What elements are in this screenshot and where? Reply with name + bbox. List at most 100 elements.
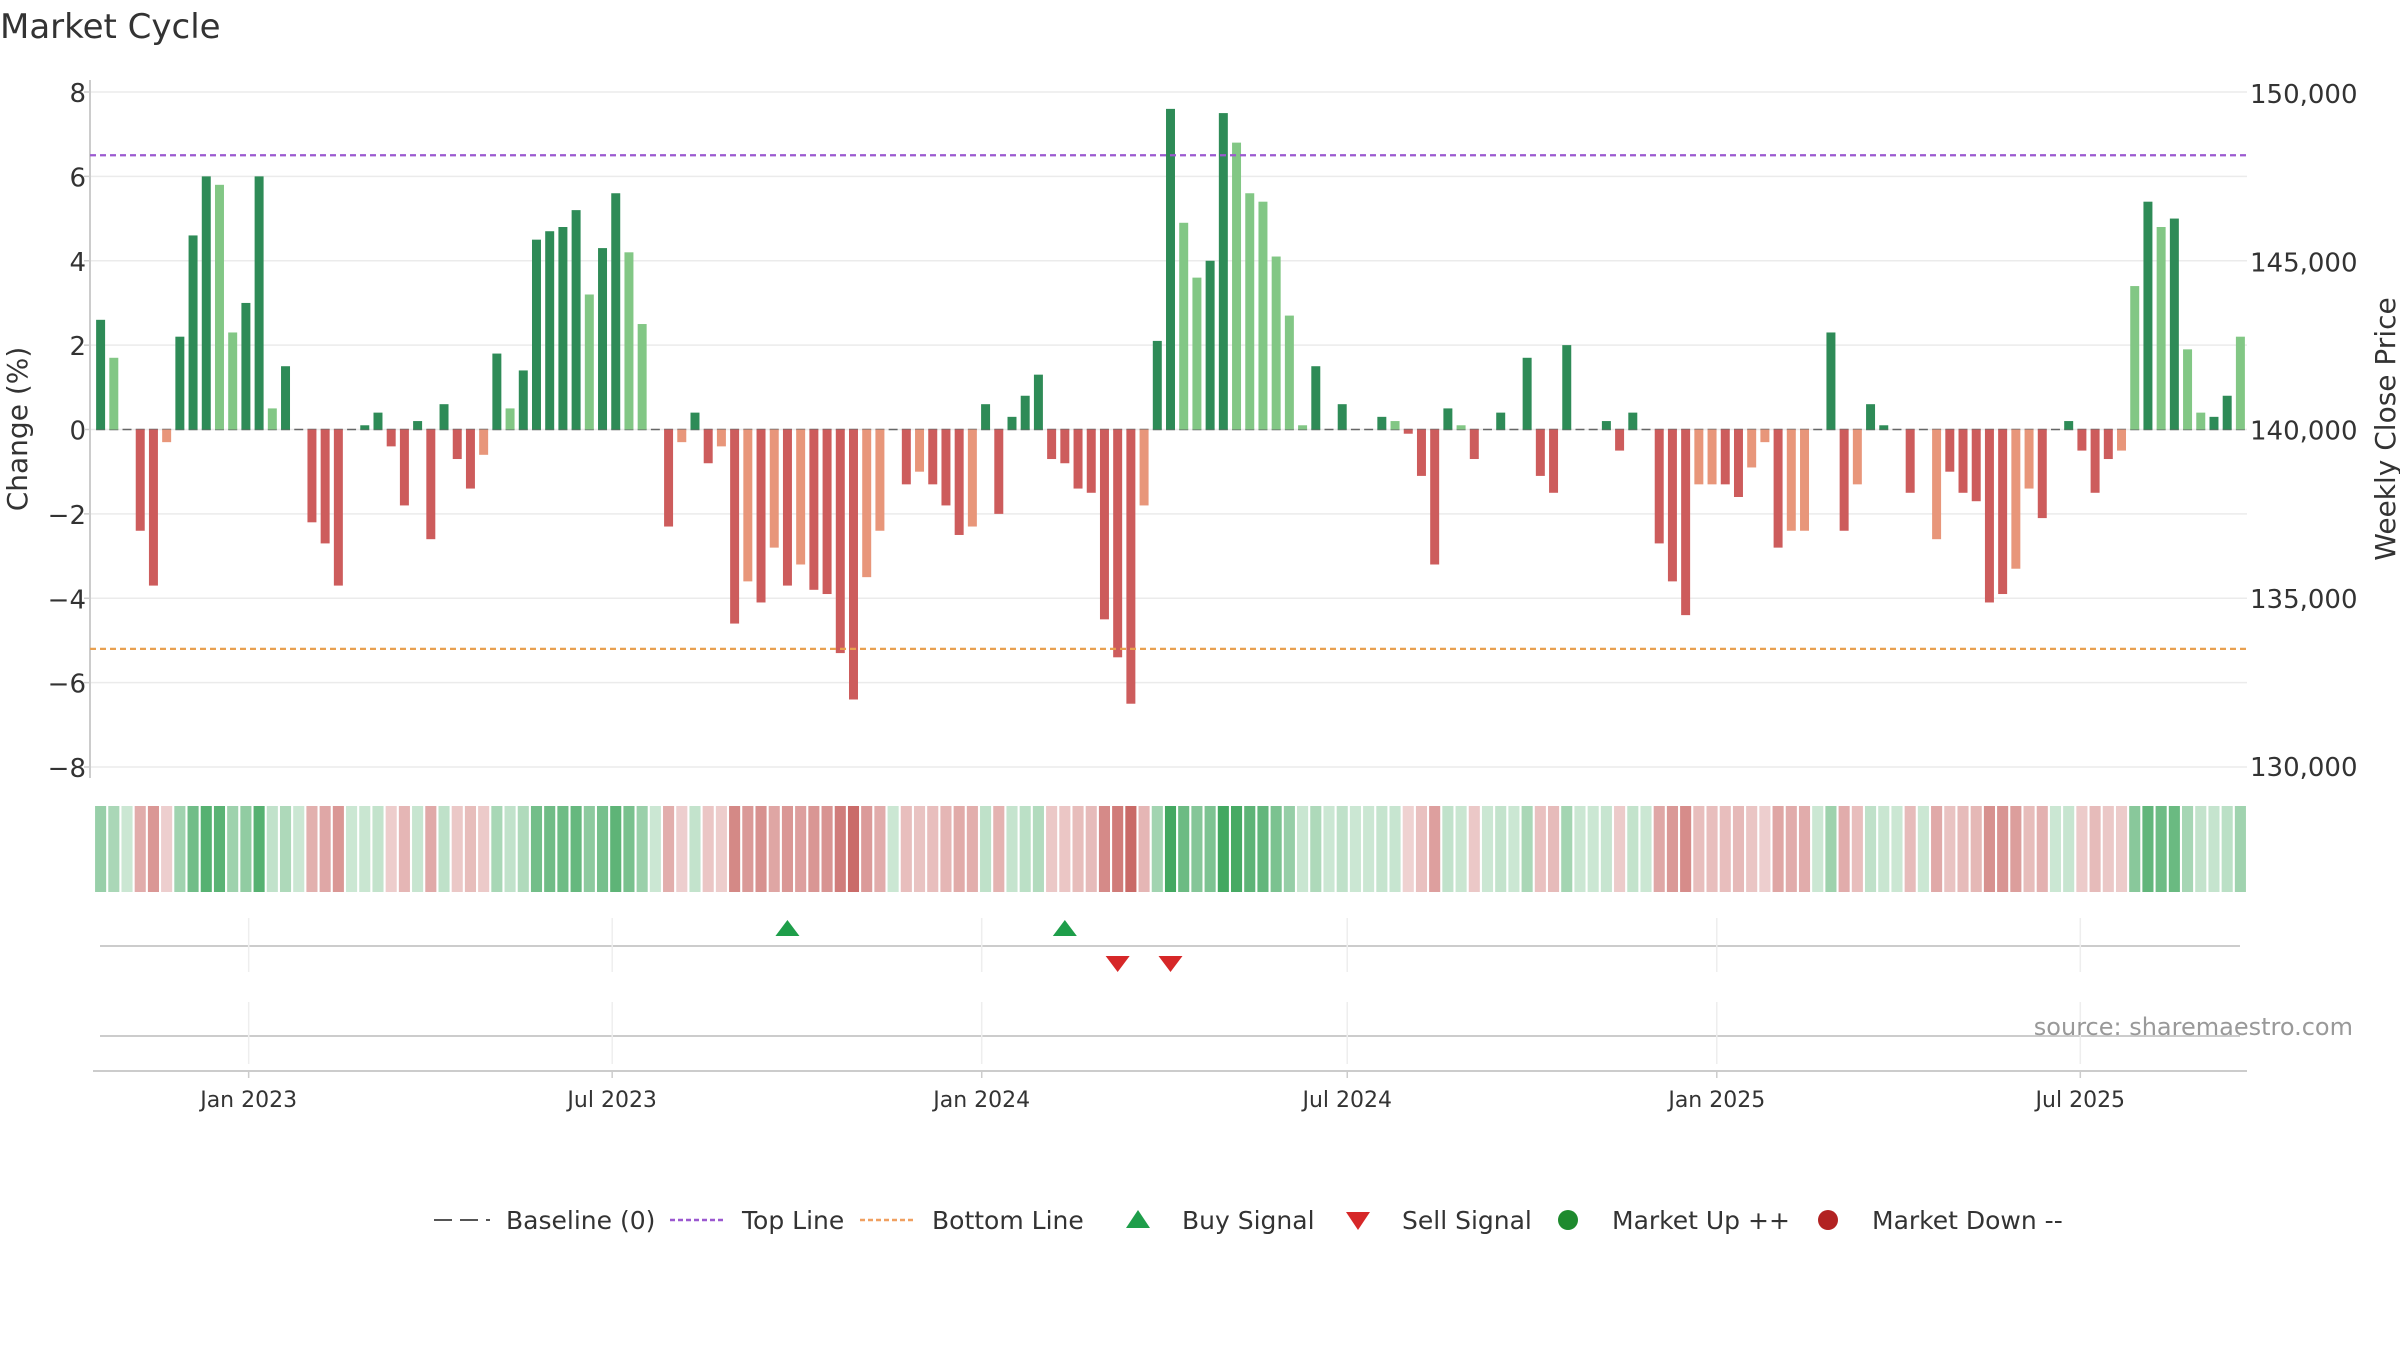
sell-signal-marker [1158, 956, 1183, 972]
bar [1060, 429, 1070, 464]
heat-cell [1653, 806, 1665, 892]
heat-cell [1429, 806, 1441, 892]
heat-cell [346, 806, 358, 892]
bar [862, 429, 872, 578]
bar [1099, 429, 1109, 620]
heat-cell [1548, 806, 1560, 892]
bar [1007, 416, 1017, 430]
heat-cell [1389, 806, 1401, 892]
bar [1139, 429, 1149, 506]
heat-cell [372, 806, 384, 892]
bar [637, 324, 647, 430]
bar [1601, 421, 1611, 430]
heat-strip [95, 806, 2246, 892]
bar [1166, 108, 1175, 430]
heat-cell [1865, 806, 1877, 892]
bar [333, 429, 343, 586]
heat-cell [583, 806, 595, 892]
bar [1667, 429, 1677, 582]
bar [399, 429, 409, 506]
bar [1852, 429, 1862, 485]
bar [413, 421, 423, 430]
heat-cell [1957, 806, 1969, 892]
bar [1694, 429, 1704, 485]
bar [1866, 404, 1876, 430]
bar [188, 235, 198, 430]
heat-cell [1997, 806, 2009, 892]
heat-cell [1442, 806, 1454, 892]
heat-cell [412, 806, 424, 892]
heat-cell [1323, 806, 1335, 892]
legend-item: Market Down -- [1818, 1206, 2063, 1235]
signals [775, 920, 1183, 972]
signal-panel-vgrid [247, 918, 2082, 972]
heat-cell [1534, 806, 1546, 892]
heat-cell [1825, 806, 1837, 892]
bar [1945, 429, 1955, 472]
bar [1800, 429, 1810, 531]
heat-cell [2168, 806, 2180, 892]
heat-cell [279, 806, 292, 892]
heat-cell [306, 806, 318, 892]
heat-cell [1098, 806, 1111, 892]
heat-cell [2115, 806, 2128, 892]
bar [1113, 429, 1123, 658]
bar [1205, 260, 1215, 430]
bar [281, 366, 291, 430]
bar [1456, 425, 1466, 430]
heat-cell [1614, 806, 1626, 892]
bar [2196, 412, 2206, 430]
legend-item: Top Line [670, 1206, 844, 1235]
bar [505, 408, 515, 430]
bar [782, 429, 792, 586]
heat-cell [1019, 806, 1031, 892]
bar [571, 210, 581, 430]
bar [1932, 429, 1942, 540]
heat-cell [1904, 806, 1916, 892]
heat-cell [1640, 806, 1652, 892]
bar [1443, 408, 1453, 430]
bar [1033, 374, 1043, 430]
heat-cell [1244, 806, 1256, 892]
bar [1839, 429, 1849, 531]
bar [1984, 429, 1994, 603]
bar [624, 252, 634, 430]
bar [1271, 256, 1281, 430]
heat-cell [913, 806, 926, 892]
bar [2103, 429, 2113, 460]
bar [201, 176, 211, 430]
heat-cell [953, 806, 965, 892]
bar [254, 176, 264, 430]
legend-swatch [1558, 1210, 1578, 1230]
heat-cell [1521, 806, 1533, 892]
heat-cell [1931, 806, 1943, 892]
bar [386, 429, 396, 447]
heat-cell [636, 806, 648, 892]
heat-cell [966, 806, 978, 892]
bar [1430, 429, 1440, 565]
heat-cell [359, 806, 371, 892]
heat-cell [425, 806, 437, 892]
bar [1720, 429, 1730, 485]
bar [849, 429, 858, 700]
heat-cell [1125, 806, 1137, 892]
heat-cell [1151, 806, 1163, 892]
right-tick-label: 140,000 [2250, 417, 2358, 447]
bar [1628, 412, 1638, 430]
heat-cell [319, 806, 331, 892]
heat-cell [900, 806, 912, 892]
heat-cell [1680, 806, 1692, 892]
bar [465, 429, 475, 489]
bar [796, 429, 806, 565]
heat-cell [663, 806, 675, 892]
bar [2117, 429, 2127, 451]
heat-cell [1495, 806, 1507, 892]
legend-swatch [1346, 1212, 1370, 1230]
heat-cell [729, 806, 741, 892]
heat-cell [504, 806, 516, 892]
heat-cell [1851, 806, 1863, 892]
heat-cell [676, 806, 688, 892]
heat-cell [438, 806, 450, 892]
bar [915, 429, 925, 472]
heat-cell [980, 806, 992, 892]
